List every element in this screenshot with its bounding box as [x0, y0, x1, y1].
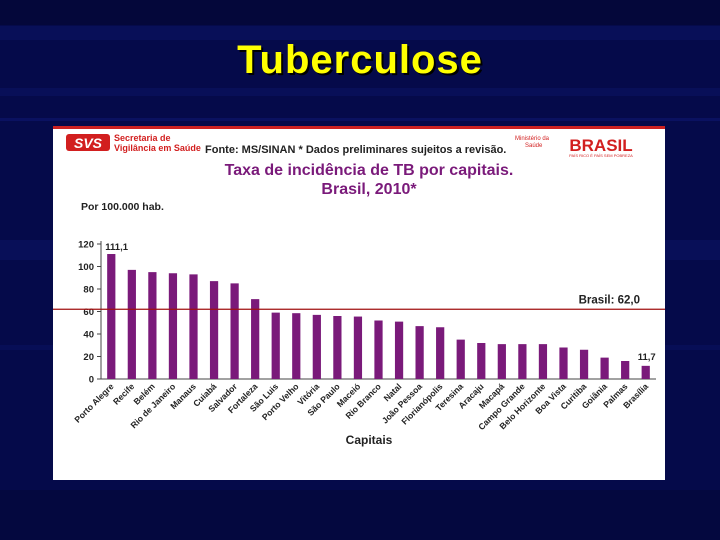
bar-value-label: 111,1 [105, 242, 128, 253]
bar [209, 281, 219, 379]
bar [497, 344, 506, 379]
brasil-logo: BRASIL [569, 136, 632, 155]
slide-title: Tuberculose [237, 38, 483, 82]
bar [107, 254, 116, 379]
brasil-tagline: PAÍS RICO É PAÍS SEM POBREZA [569, 153, 633, 158]
y-tick-label: 60 [83, 307, 94, 318]
bar [415, 326, 424, 379]
bar [168, 273, 178, 379]
bar-value-label: 11,7 [638, 352, 656, 363]
brasil-average-label: Brasil: 62,0 [579, 294, 640, 306]
y-tick-label: 40 [83, 330, 94, 341]
bar [641, 365, 650, 379]
ministerio-line2: Saúde [525, 143, 543, 149]
y-tick-label: 100 [78, 262, 94, 273]
bar [333, 316, 342, 379]
y-tick-label: 20 [83, 352, 94, 363]
bar [230, 283, 239, 379]
bar [394, 321, 404, 379]
chart-title: Taxa de incidência de TB por capitais. [225, 162, 514, 179]
svs-logo: SVS [66, 134, 110, 151]
bar [251, 299, 260, 379]
bar [353, 316, 363, 379]
y-tick-label: 0 [89, 375, 94, 386]
chart-subtitle: Brasil, 2010* [321, 181, 417, 198]
bar [189, 274, 198, 379]
bar [127, 269, 136, 379]
bar [477, 343, 486, 379]
svs-logo-text: SVS [74, 135, 103, 151]
bar [312, 314, 321, 379]
chart-panel: Taxa de incidência de TB por capitais. B… [53, 126, 665, 480]
bar [292, 313, 301, 379]
x-tick-label: Porto Alegre [72, 381, 115, 424]
tb-incidence-chart: Taxa de incidência de TB por capitais. B… [53, 162, 665, 447]
bar [559, 347, 568, 379]
svs-name-line1: Secretaria de [114, 133, 171, 143]
source-note: Fonte: MS/SINAN * Dados preliminares suj… [205, 144, 506, 156]
bar [271, 312, 280, 379]
ministerio-line1: Ministério da [515, 136, 550, 142]
bar [579, 349, 589, 379]
bar [518, 344, 527, 379]
bar [456, 339, 465, 379]
x-tick-label: Recife [111, 381, 136, 406]
footer-stripe [53, 126, 665, 129]
x-axis-title: Capitais [346, 433, 393, 447]
bar [148, 272, 157, 379]
bar [436, 327, 445, 379]
y-tick-label: 120 [78, 240, 94, 251]
unit-label: Por 100.000 hab. [81, 201, 164, 213]
footer-bar: SVS Secretaria de Vigilância em Saúde Fo… [53, 126, 665, 159]
svs-name-line2: Vigilância em Saúde [114, 143, 201, 153]
bar [538, 344, 548, 379]
bar [600, 357, 609, 379]
bar [621, 361, 630, 379]
y-tick-label: 80 [83, 285, 94, 296]
bar [374, 320, 383, 379]
